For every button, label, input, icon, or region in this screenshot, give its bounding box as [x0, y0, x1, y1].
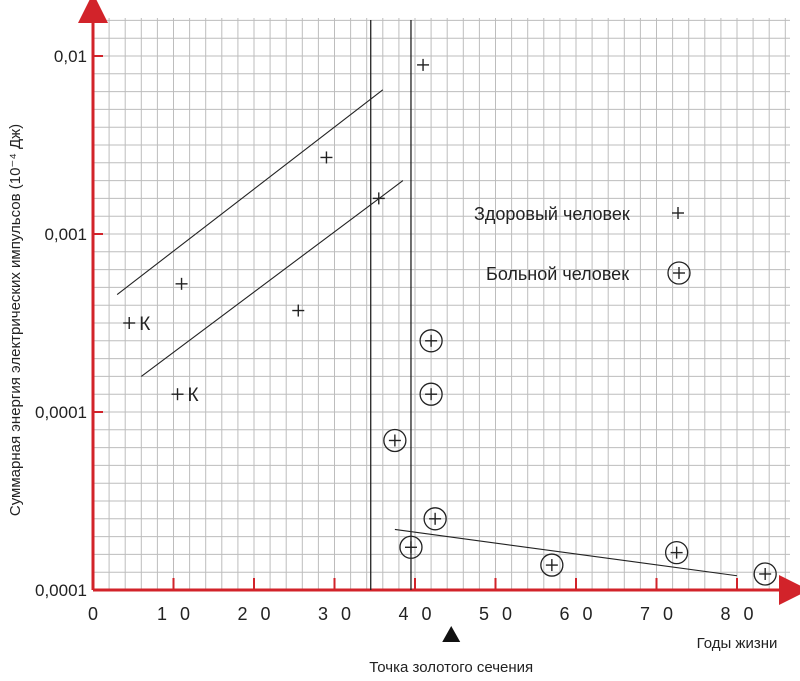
healthy-point — [123, 317, 136, 329]
healthy-point — [320, 151, 333, 164]
sick-point — [664, 540, 689, 565]
trend-line — [394, 528, 738, 577]
x-tick-label: 7 0 — [640, 604, 677, 624]
x-axis-title: Годы жизни — [697, 635, 778, 652]
grid — [92, 18, 790, 591]
sick-point — [753, 562, 777, 586]
y-tick-label: 0,01 — [54, 47, 87, 66]
legend-label-healthy: Здоровый человек — [474, 204, 630, 224]
sick-point — [419, 382, 443, 406]
point-annotation: К — [139, 314, 150, 335]
golden-section-caption: Точка золотого сечения — [369, 659, 533, 676]
healthy-point — [372, 192, 385, 205]
y-tick-label: 0,0001 — [35, 403, 87, 422]
healthy-point — [175, 277, 188, 290]
sick-point — [540, 553, 564, 577]
x-tick-label: 1 0 — [157, 604, 194, 624]
healthy-point — [417, 58, 430, 71]
y-tick-label: 0,001 — [44, 225, 87, 244]
legend-marker-plus — [672, 207, 684, 219]
trend-line — [116, 89, 384, 295]
x-tick-label: 8 0 — [720, 604, 757, 624]
healthy-point — [171, 388, 184, 401]
data-points — [123, 58, 777, 586]
x-tick-label: 6 0 — [559, 604, 596, 624]
sick-point — [399, 535, 423, 559]
point-annotation: К — [188, 385, 199, 406]
golden-section-triangle — [442, 626, 461, 642]
trend-lines — [116, 20, 738, 590]
legend-label-sick: Больной человек — [486, 264, 629, 284]
labels: Суммарная энергия электрических импульсо… — [7, 124, 777, 676]
sick-point — [419, 329, 443, 353]
y-tick-label: 0,0001 — [35, 581, 87, 600]
sick-point — [423, 507, 447, 531]
sick-point — [383, 428, 407, 453]
x-tick-label: 0 — [88, 604, 102, 624]
legend-marker-circled-plus — [667, 261, 691, 285]
y-axis-title: Суммарная энергия электрических импульсо… — [7, 124, 24, 516]
x-tick-label: 5 0 — [479, 604, 516, 624]
healthy-point — [292, 304, 305, 317]
x-tick-label: 3 0 — [318, 604, 355, 624]
trend-line — [140, 180, 404, 377]
x-tick-label: 2 0 — [237, 604, 274, 624]
axes: 0,0001 0,0001 0,001 0,01 0 1 0 2 0 3 0 4 0 5 0 6 0… — [35, 0, 800, 624]
x-tick-label: 4 0 — [398, 604, 435, 624]
